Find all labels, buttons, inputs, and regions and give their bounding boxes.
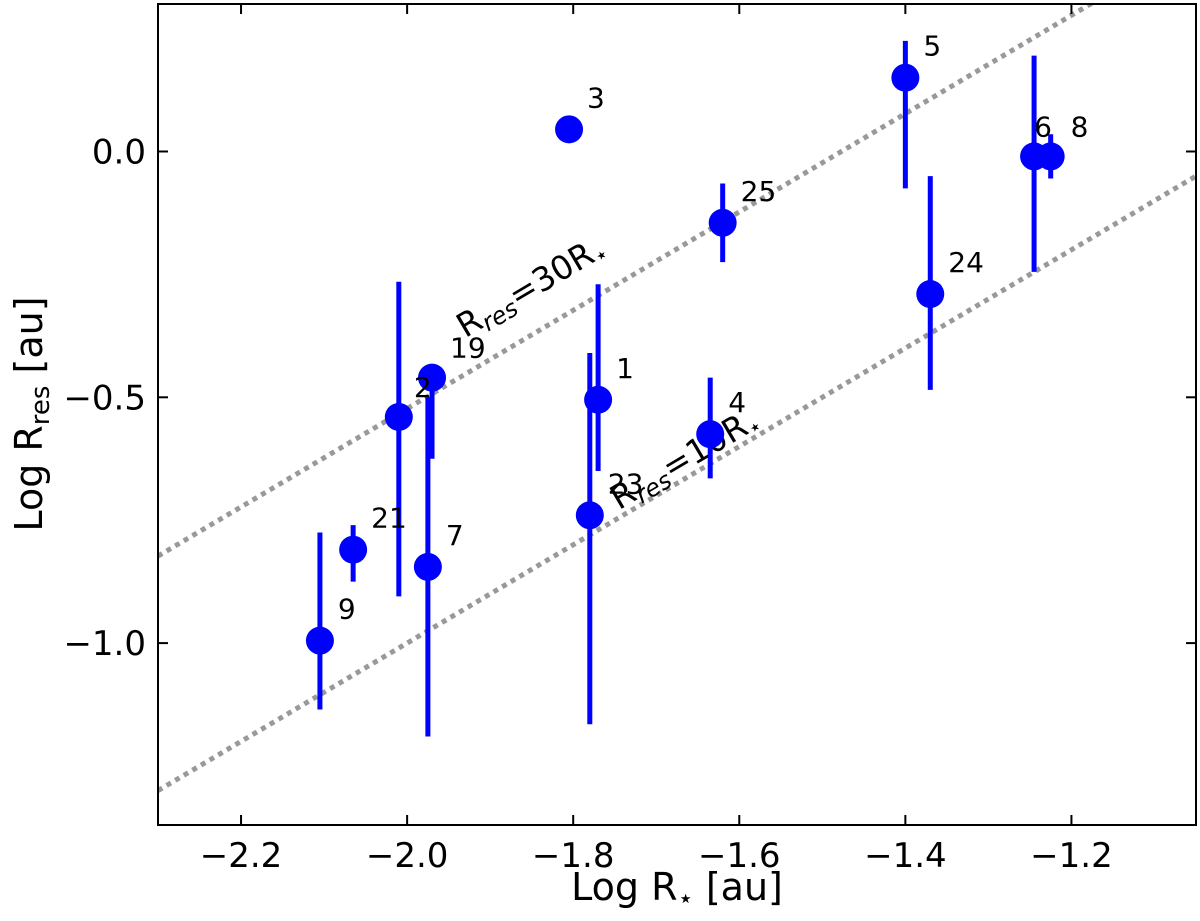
reference-label-30R: Rres=30R⋆: [449, 227, 614, 349]
x-tick-label: −1.6: [698, 836, 781, 876]
x-tick-label: −1.2: [1030, 836, 1113, 876]
point-label: 6: [1034, 110, 1052, 143]
y-tick-label: −1.0: [63, 624, 146, 664]
point-label: 21: [371, 502, 407, 535]
reference-line-10R: [158, 173, 1196, 793]
data-point: [584, 385, 613, 414]
point-label: 9: [338, 593, 356, 626]
data-point: [305, 626, 334, 655]
point-label: 23: [608, 467, 644, 500]
point-label: 2: [414, 371, 432, 404]
y-tick-label: −0.5: [63, 378, 146, 418]
x-tick-label: −2.2: [200, 836, 283, 876]
reference-line-30R: [158, 4, 1096, 559]
data-point: [708, 208, 737, 237]
plot-frame: [157, 3, 1197, 826]
data-point: [891, 63, 920, 92]
point-label: 3: [587, 81, 605, 114]
point-label: 8: [1071, 110, 1089, 143]
y-axis-label: Log Rres [au]: [7, 296, 56, 531]
x-tick-label: −2.0: [366, 836, 449, 876]
point-label: 7: [446, 519, 464, 552]
point-label: 25: [741, 175, 777, 208]
point-label: 4: [728, 386, 746, 419]
x-tick-label: −1.8: [532, 836, 615, 876]
data-point: [575, 501, 604, 530]
point-label: 19: [450, 332, 486, 365]
x-tick-label: −1.4: [864, 836, 947, 876]
data-point: [555, 115, 584, 144]
data-point: [418, 363, 447, 392]
point-label: 24: [948, 246, 984, 279]
point-label: 5: [923, 30, 941, 63]
point-label: 1: [616, 352, 634, 385]
y-tick-label: 0.0: [92, 132, 146, 172]
data-point: [339, 535, 368, 564]
data-point: [1036, 142, 1065, 171]
x-axis-label: Log R⋆ [au]: [571, 865, 783, 914]
data-point: [413, 552, 442, 581]
data-point: [384, 402, 413, 431]
data-point: [916, 280, 945, 309]
data-point: [696, 420, 725, 449]
